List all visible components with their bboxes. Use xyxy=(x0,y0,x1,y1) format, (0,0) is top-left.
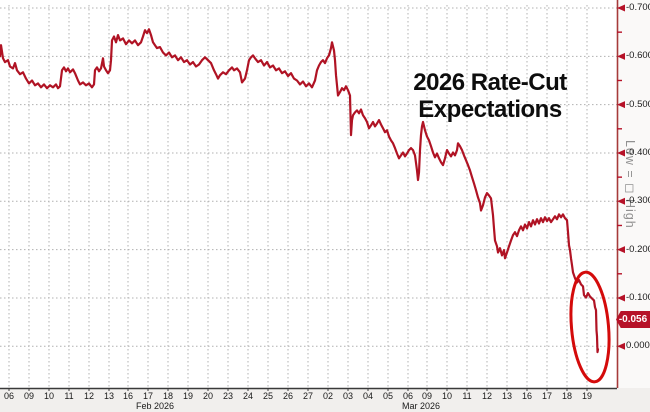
last-price-tag: -0.056 xyxy=(616,311,650,328)
x-tick-label: 05 xyxy=(382,391,393,401)
x-tick-label: 10 xyxy=(441,391,452,401)
x-tick-label: 23 xyxy=(222,391,233,401)
y-tick-arrow xyxy=(617,294,625,302)
x-tick-label: 13 xyxy=(501,391,512,401)
y-tick-arrow xyxy=(617,149,625,157)
x-tick-label: 20 xyxy=(202,391,213,401)
x-tick-label: 19 xyxy=(581,391,592,401)
x-tick-label: 27 xyxy=(302,391,313,401)
x-tick-label: 12 xyxy=(83,391,94,401)
y-axis-label: -0.700 xyxy=(626,1,650,13)
y-tick-arrow xyxy=(617,4,625,12)
circle-annotation xyxy=(569,270,611,384)
chart-title-line2: Expectations xyxy=(418,95,562,123)
x-tick-label: 26 xyxy=(282,391,293,401)
y-tick-arrow xyxy=(617,197,625,205)
x-tick-label: 11 xyxy=(64,391,74,401)
price-line xyxy=(0,28,600,354)
x-tick-label: 10 xyxy=(43,391,54,401)
y-axis-label: -0.500 xyxy=(626,98,650,110)
y-axis-label: -0.600 xyxy=(626,50,650,62)
x-tick-label: 02 xyxy=(322,391,333,401)
x-tick-label: 11 xyxy=(462,391,472,401)
x-tick-label: 13 xyxy=(103,391,114,401)
y-axis-label: -0.200 xyxy=(626,243,650,255)
y-axis-label: -0.400 xyxy=(626,146,650,158)
x-tick-label: 24 xyxy=(242,391,253,401)
x-tick-label: 17 xyxy=(142,391,153,401)
x-axis-strip xyxy=(0,388,650,412)
y-axis-label: -0.300 xyxy=(626,195,650,207)
chart-title: 2026 Rate-Cut Expectations xyxy=(390,69,590,124)
chart-title-line1: 2026 Rate-Cut xyxy=(413,69,567,96)
y-tick-arrow xyxy=(617,342,625,350)
x-tick-label: 16 xyxy=(122,391,133,401)
x-tick-label: 04 xyxy=(362,391,373,401)
x-tick-label: 03 xyxy=(342,391,353,401)
x-tick-label: 12 xyxy=(481,391,492,401)
x-tick-label: 16 xyxy=(521,391,532,401)
x-tick-label: 18 xyxy=(162,391,173,401)
x-tick-label: 09 xyxy=(23,391,34,401)
y-tick-arrow xyxy=(617,246,625,254)
x-tick-label: 18 xyxy=(561,391,572,401)
y-axis-label: -0.100 xyxy=(626,291,650,303)
month-label-mar: Mar 2026 xyxy=(401,401,441,411)
x-tick-label: 25 xyxy=(262,391,273,401)
y-tick-arrow xyxy=(617,101,625,109)
x-tick-label: 06 xyxy=(402,391,413,401)
x-tick-label: 06 xyxy=(3,391,14,401)
x-tick-label: 09 xyxy=(421,391,432,401)
x-tick-label: 17 xyxy=(541,391,552,401)
x-tick-label: 19 xyxy=(182,391,193,401)
y-axis-label: 0.000 xyxy=(626,340,650,352)
y-tick-arrow xyxy=(617,52,625,60)
month-label-feb: Feb 2026 xyxy=(135,401,175,411)
